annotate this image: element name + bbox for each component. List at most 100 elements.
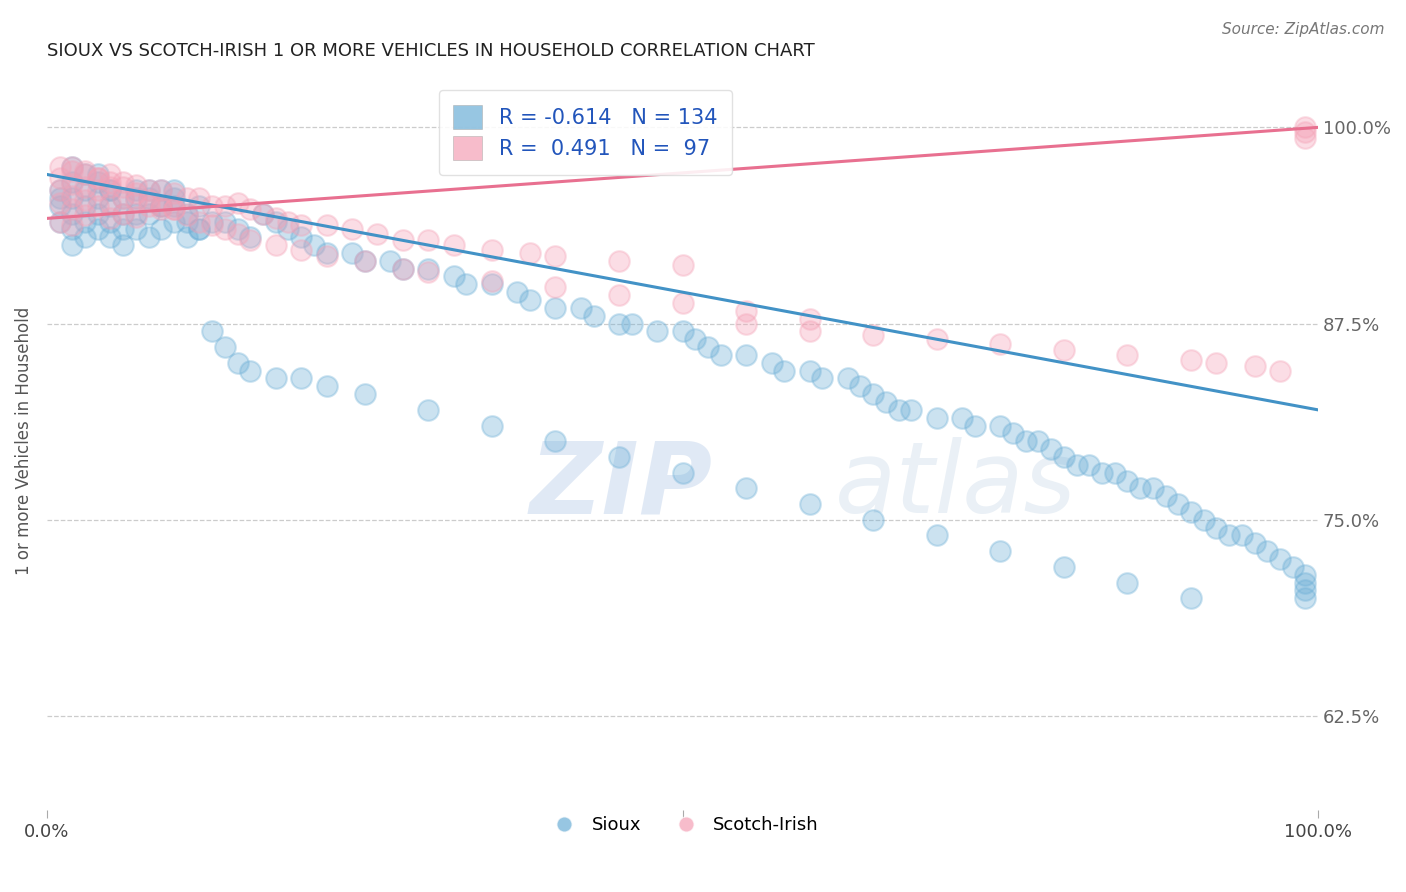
Point (1294, 591, 1316, 606)
Point (226, 227, 249, 241)
Point (112, 191, 135, 205)
Point (48, 170, 70, 185)
Point (1091, 466, 1114, 480)
Point (1294, 120, 1316, 135)
Point (799, 325, 821, 339)
Point (112, 191, 135, 205)
Point (963, 418, 986, 433)
Point (290, 243, 312, 257)
Point (1268, 552, 1291, 566)
Point (353, 387, 375, 401)
Point (138, 183, 160, 197)
Point (837, 371, 859, 385)
Point (239, 233, 262, 247)
Point (671, 259, 693, 273)
Point (290, 218, 312, 232)
Point (125, 183, 148, 197)
Point (163, 214, 186, 228)
Point (100, 214, 122, 228)
Point (239, 364, 262, 378)
Point (73, 183, 96, 197)
Point (73, 180, 96, 194)
Point (73, 208, 96, 222)
Point (544, 280, 567, 294)
Point (60, 207, 83, 221)
Point (100, 230, 122, 244)
Point (87, 168, 110, 182)
Point (201, 325, 224, 339)
Point (138, 207, 160, 221)
Point (1040, 442, 1063, 457)
Point (176, 207, 198, 221)
Point (73, 168, 96, 182)
Point (569, 301, 592, 315)
Point (73, 199, 96, 213)
Point (125, 186, 148, 201)
Point (544, 434, 567, 449)
Point (176, 208, 198, 222)
Point (315, 218, 337, 232)
Point (112, 180, 135, 194)
Point (1230, 528, 1253, 542)
Point (481, 274, 503, 288)
Point (849, 379, 872, 393)
Point (150, 199, 173, 213)
Point (735, 481, 758, 495)
Point (481, 243, 503, 257)
Point (1192, 513, 1215, 527)
Point (125, 191, 148, 205)
Point (150, 199, 173, 213)
Point (214, 222, 236, 236)
Point (150, 183, 173, 197)
Point (163, 183, 186, 197)
Point (60, 160, 83, 174)
Point (418, 403, 440, 417)
Legend: Sioux, Scotch-Irish: Sioux, Scotch-Irish (538, 809, 825, 842)
Point (277, 214, 299, 228)
Point (150, 222, 173, 236)
Point (73, 230, 96, 244)
Point (125, 178, 148, 193)
Point (671, 466, 693, 480)
Point (150, 183, 173, 197)
Point (73, 214, 96, 228)
Point (214, 340, 236, 354)
Point (950, 410, 973, 425)
Point (1294, 125, 1316, 139)
Point (1294, 567, 1316, 582)
Point (544, 301, 567, 315)
Point (176, 191, 198, 205)
Point (73, 164, 96, 178)
Point (264, 371, 287, 385)
Point (226, 195, 249, 210)
Point (87, 170, 110, 185)
Point (378, 253, 401, 268)
Point (163, 199, 186, 213)
Point (1180, 505, 1202, 519)
Point (1256, 544, 1278, 558)
Point (1243, 359, 1265, 373)
Point (443, 238, 465, 252)
Point (112, 175, 135, 189)
Point (506, 285, 529, 300)
Point (100, 199, 122, 213)
Point (1116, 575, 1139, 590)
Point (60, 164, 83, 178)
Point (48, 214, 70, 228)
Point (138, 199, 160, 213)
Point (201, 218, 224, 232)
Text: ZIP: ZIP (530, 437, 713, 534)
Point (73, 193, 96, 207)
Point (1129, 481, 1152, 495)
Point (1180, 591, 1202, 606)
Point (1015, 434, 1038, 449)
Point (1104, 466, 1126, 480)
Point (1142, 481, 1164, 495)
Point (60, 218, 83, 232)
Point (519, 246, 541, 260)
Point (163, 186, 186, 201)
Point (176, 230, 198, 244)
Point (176, 214, 198, 228)
Point (48, 160, 70, 174)
Point (1294, 583, 1316, 598)
